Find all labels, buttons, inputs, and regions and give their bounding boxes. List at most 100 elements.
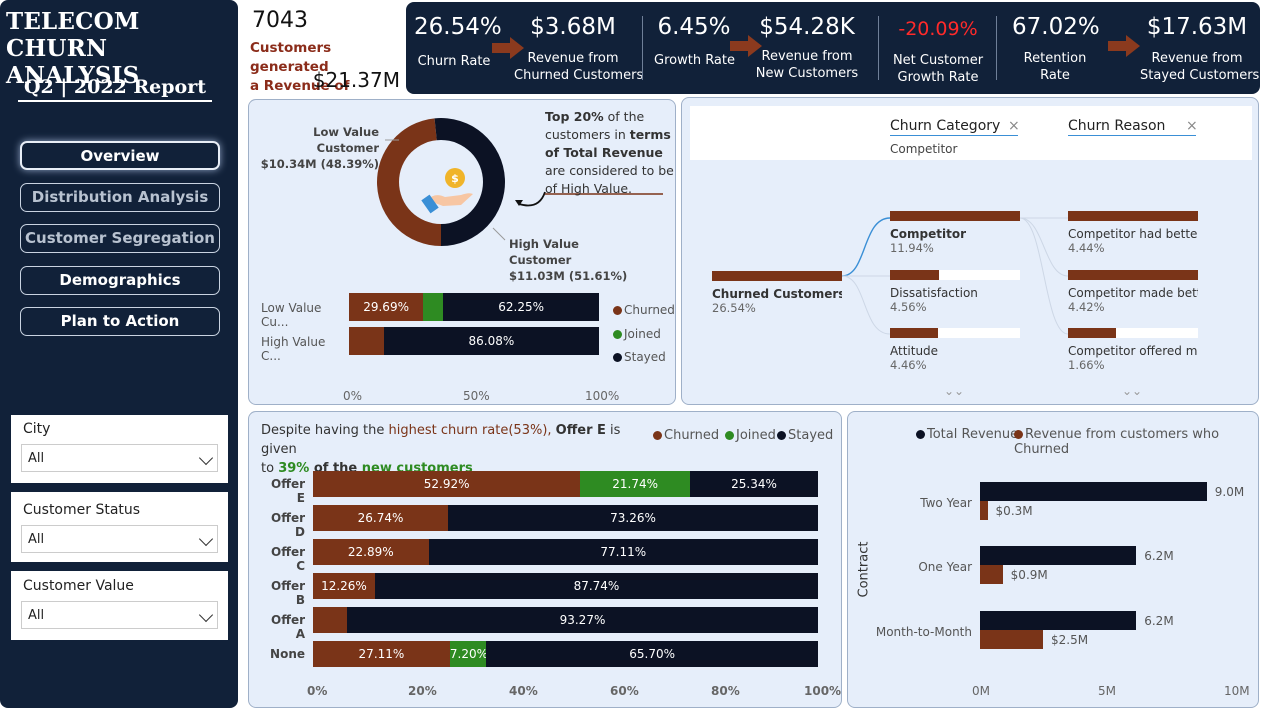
nav-demographics[interactable]: Demographics [20,266,220,295]
expand-icon[interactable]: ⌄⌄ [1122,384,1143,398]
row-label: Low Value Cu... [261,301,322,329]
summary-line-1: Customers generated [250,40,332,75]
donut-hole [399,140,483,224]
clear-icon[interactable]: × [1008,118,1020,134]
stacked-bar-row: 29.69% 62.25% [349,293,599,321]
tree-level1-node[interactable]: Dissatisfaction 4.56% [890,270,1020,314]
churn-category-filter[interactable]: Churn Category [890,118,1018,136]
offer-bar-churned[interactable]: 12.26% [313,573,375,599]
legend-stayed: Stayed [613,350,666,364]
offer-bar-churned[interactable]: 27.11% [313,641,450,667]
kpi-value: -20.09% [898,18,978,40]
callout-arrow-head [515,200,523,206]
kpi-churn-rate: 26.54% Churn Rate [414,14,502,70]
churn-reason-filter[interactable]: Churn Reason [1068,118,1196,136]
high-value-name: High Value Customer [509,237,579,267]
offer-bar-stayed[interactable]: 87.74% [374,573,818,599]
offer-bar-churned[interactable]: 52.92% [313,471,581,497]
tree-level1-node[interactable]: Attitude 4.46% [890,328,1020,372]
contract-label: One Year [918,560,972,574]
sleeve-icon [421,194,439,214]
kpi-value: 26.54% [414,14,502,40]
nav-distribution-analysis[interactable]: Distribution Analysis [20,183,220,212]
legend-joined: Joined [725,428,776,443]
high-value-label: High Value Customer $11.03M (51.61%) [509,236,639,284]
offer-bar-churned[interactable] [313,607,347,633]
nav-customer-segregation[interactable]: Customer Segregation [20,224,220,253]
coin-icon [445,168,465,188]
bar-segment-churned[interactable]: 29.69% [349,293,424,321]
axis-tick: 0% [343,389,363,403]
legend-dot [613,330,622,339]
total-revenue-bar[interactable] [980,546,1137,565]
connector-active [841,217,891,277]
arrow-right-icon [492,37,526,59]
hand-icon [427,193,473,206]
city-slicer: City All [11,415,228,483]
kpi-label-line-1: Revenue from [1151,51,1243,66]
bar-segment-joined[interactable] [423,293,444,321]
tree-level2-node[interactable]: Competitor offered m... 1.66% [1068,328,1198,372]
offer-bar-joined[interactable]: 21.74% [580,471,691,497]
bar-segment-stayed[interactable]: 62.25% [443,293,599,321]
kpi-label: Churn Rate [417,54,491,69]
axis-tick: 60% [610,684,639,698]
connector [1019,217,1069,277]
bar-segment-stayed[interactable]: 86.08% [383,327,599,355]
kpi-bar: 26.54% Churn Rate $3.68M Revenue from Ch… [406,2,1260,94]
churned-revenue-bar[interactable] [980,501,988,520]
bar-segment-churned[interactable] [349,327,384,355]
offer-bar-stayed[interactable]: 73.26% [448,505,818,531]
kpi-label-line-2: Rate [1040,68,1070,83]
note-part: are considered to be of High Value. [545,163,674,196]
low-value-name: Low Value Customer [313,125,379,155]
city-dropdown[interactable]: All [21,444,218,472]
connector [1019,217,1069,335]
clear-icon[interactable]: × [1186,118,1198,134]
offer-bar-row: 22.89% 77.11% [313,539,818,565]
bar-value-label: $0.3M [995,504,1033,518]
churned-revenue-bar[interactable] [980,565,1003,584]
tree-node-value: 4.42% [1068,300,1105,314]
churned-revenue-bar[interactable] [980,630,1043,649]
axis-tick: 0M [972,684,990,698]
offer-label: Offer E [271,477,305,505]
bar-value-label: $0.9M [1010,568,1048,582]
legend-text: Total Revenue [927,427,1019,442]
tree-bar [890,328,1020,338]
offer-label: Offer D [271,511,305,539]
offer-bar-stayed[interactable]: 65.70% [486,641,818,667]
tree-bar [712,271,842,281]
kpi-label-line-2: Growth Rate [897,70,979,85]
legend-dot [613,353,622,362]
tree-level2-node[interactable]: Competitor made bett...4.42% [1068,270,1198,314]
tree-bar [1068,328,1198,338]
tree-root-node[interactable]: Churned Customers 26.54% [712,271,842,315]
offer-bar-stayed[interactable]: 93.27% [346,607,818,633]
axis-tick: 5M [1098,684,1116,698]
expand-icon[interactable]: ⌄⌄ [944,384,965,398]
tree-level1-node[interactable]: Competitor 11.94% [890,211,1020,255]
legend-churned-revenue: Revenue from customers who Churned [1014,427,1258,457]
legend-text: Joined [736,428,776,443]
tree-node-name: Competitor [890,227,967,241]
offer-bar-stayed[interactable]: 77.11% [428,539,818,565]
nav-plan-to-action[interactable]: Plan to Action [20,307,220,336]
kpi-label: Growth Rate [654,53,735,68]
customer-status-dropdown[interactable]: All [21,525,218,553]
customer-value-panel: $ Low Value Customer $10.34M (48.39%) Hi… [248,99,676,405]
tree-node-name: Competitor had better... [1068,227,1198,241]
offer-bar-stayed[interactable]: 25.34% [690,471,818,497]
total-revenue-bar[interactable] [980,482,1207,501]
total-revenue-bar[interactable] [980,611,1137,630]
offer-bar-churned[interactable]: 26.74% [313,505,449,531]
tree-level2-node[interactable]: Competitor had better...4.44% [1068,211,1198,255]
offer-bar-joined[interactable]: 7.20% [449,641,487,667]
customer-value-dropdown[interactable]: All [21,601,218,629]
nav-overview[interactable]: Overview [20,141,220,170]
axis-tick: 20% [408,684,437,698]
offer-bar-churned[interactable]: 22.89% [313,539,429,565]
connector [841,275,891,335]
legend-text: Stayed [788,428,834,443]
tree-bar [1068,211,1198,221]
